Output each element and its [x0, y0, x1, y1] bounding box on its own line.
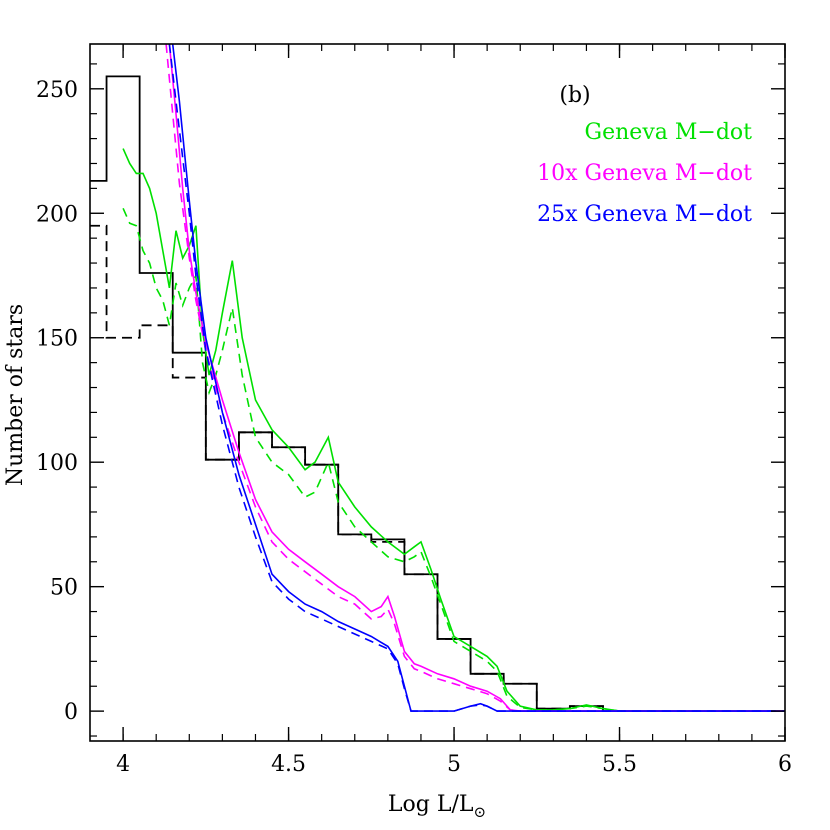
y-axis-label: Number of stars [3, 304, 28, 486]
plot-frame [89, 43, 786, 742]
series-line-0 [122, 148, 785, 712]
y-tick-label: 150 [36, 327, 78, 352]
plot-area [90, 44, 785, 713]
series-line-4 [171, 44, 785, 712]
y-tick-label: 100 [36, 451, 78, 476]
y-tick-label: 200 [36, 202, 78, 227]
x-tick-label: 5.5 [602, 752, 637, 777]
series-line-3 [165, 44, 785, 712]
legend: Geneva M−dot 10x Geneva M−dot 25x Geneva M… [537, 120, 752, 227]
legend-entry-1: 10x Geneva M−dot [537, 161, 752, 186]
x-tick-label: 4.5 [271, 752, 306, 777]
x-tick-label: 4 [116, 752, 130, 777]
y-tick-label: 0 [64, 700, 78, 725]
x-tick-label: 5 [447, 752, 461, 777]
axis-ticks: 4 4.5 5 5.5 6 0 50 100 150 200 250 [36, 44, 792, 777]
panel-label: (b) [559, 83, 590, 108]
x-axis-label: Log L/L⊙ [388, 792, 486, 821]
series-line-1 [122, 207, 785, 712]
legend-entry-2: 25x Geneva M−dot [537, 202, 752, 227]
histogram-dashed [90, 224, 785, 713]
x-axis-label-main: Log L/L [388, 792, 474, 817]
x-axis-label-sub: ⊙ [473, 803, 486, 821]
y-tick-label: 250 [36, 78, 78, 103]
x-tick-label: 6 [778, 752, 792, 777]
y-tick-label: 50 [50, 576, 78, 601]
legend-entry-0: Geneva M−dot [585, 120, 753, 145]
series-line-5 [168, 44, 785, 712]
